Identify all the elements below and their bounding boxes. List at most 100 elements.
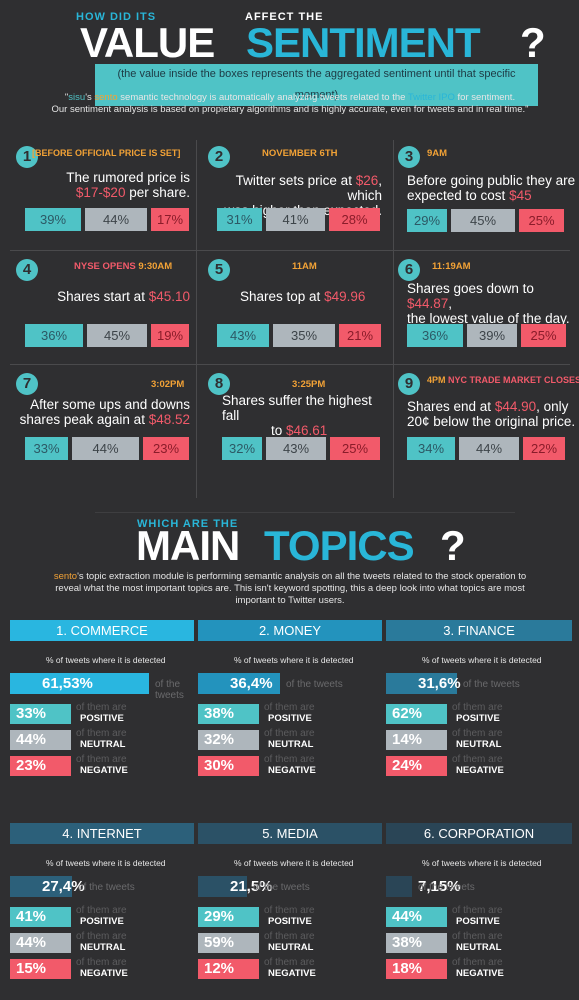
event-time-label: [BEFORE OFFICIAL PRICE IS SET]	[32, 148, 181, 158]
of-them-are-label: of them are	[264, 754, 315, 765]
event-time-label: 3:02PM	[151, 379, 185, 390]
event-description: Before going public they are expected to…	[407, 173, 576, 203]
event-number: 4	[16, 259, 38, 281]
negative-label: NEGATIVE	[456, 968, 504, 979]
neutral-label: NEUTRAL	[456, 942, 502, 953]
topics-question-mark: ?	[440, 522, 466, 569]
event-number: 2	[208, 146, 230, 168]
of-them-are-label: of them are	[452, 931, 503, 942]
event-card: 8 3:25PM Shares suffer the highest fall …	[200, 372, 388, 486]
percent-note: % of tweets where it is detected	[46, 655, 166, 665]
of-them-are-label: of them are	[76, 702, 127, 713]
of-them-are-label: of them are	[76, 957, 127, 968]
header-title-value: VALUE	[80, 19, 215, 66]
positive-share: 31%	[217, 208, 262, 231]
negative-label: NEGATIVE	[268, 765, 316, 776]
positive-share: 62%	[386, 704, 447, 724]
topic-block: 3. FINANCE % of tweets where it is detect…	[386, 620, 572, 790]
topic-block: 6. CORPORATION % of tweets where it is de…	[386, 823, 572, 993]
of-them-are-label: of them are	[264, 905, 315, 916]
negative-share: 23%	[143, 437, 189, 460]
event-number: 5	[208, 259, 230, 281]
header-question-mark: ?	[520, 19, 546, 66]
negative-share: 24%	[386, 756, 447, 776]
positive-share: 36%	[407, 324, 463, 347]
topic-share-bar	[10, 673, 149, 694]
of-the-tweets-label: of the tweets	[418, 882, 475, 893]
neutral-share: 43%	[266, 437, 326, 460]
grid-divider	[10, 364, 570, 365]
topic-title: 3. FINANCE	[386, 620, 572, 641]
topic-share-value: 7,15%	[418, 878, 461, 895]
topic-share-value: 61,53%	[42, 675, 93, 692]
event-time-label: 9AM	[427, 148, 448, 159]
topic-block: 1. COMMERCE % of tweets where it is detec…	[10, 620, 194, 790]
positive-share: 38%	[198, 704, 259, 724]
neutral-label: NEUTRAL	[268, 739, 314, 750]
of-them-are-label: of them are	[264, 931, 315, 942]
positive-share: 33%	[10, 704, 71, 724]
percent-note: % of tweets where it is detected	[422, 858, 542, 868]
percent-note: % of tweets where it is detected	[422, 655, 542, 665]
percent-note: % of tweets where it is detected	[46, 858, 166, 868]
of-the-tweets-label: of the tweets	[253, 882, 310, 893]
event-description: Shares suffer the highest fall to $46.61	[222, 393, 372, 438]
header-intro: "sisu's sento semantic technology is aut…	[51, 92, 529, 115]
percent-note: % of tweets where it is detected	[234, 655, 354, 665]
event-number: 7	[16, 373, 38, 395]
neutral-share: 39%	[467, 324, 517, 347]
negative-share: 18%	[386, 959, 447, 979]
event-description: Shares top at $49.96	[240, 289, 366, 304]
brand-sento: sento	[94, 92, 118, 103]
event-number: 9	[398, 373, 420, 395]
of-the-tweets-label: of the tweets	[78, 882, 135, 893]
negative-label: NEGATIVE	[80, 765, 128, 776]
event-card: 9 4PM NYC TRADE MARKET CLOSES Shares end…	[390, 372, 579, 486]
of-the-tweets-label: of the tweets	[286, 679, 343, 690]
of-them-are-label: of them are	[264, 702, 315, 713]
neutral-share: 45%	[87, 324, 147, 347]
topic-share-value: 21,5%	[230, 878, 273, 895]
of-the-tweets-label: of the tweets	[155, 679, 184, 701]
positive-label: POSITIVE	[268, 916, 312, 927]
event-time-label: NOVEMBER 6TH	[262, 148, 338, 159]
topic-block: 2. MONEY % of tweets where it is detected…	[198, 620, 382, 790]
of-them-are-label: of them are	[452, 754, 503, 765]
neutral-share: 44%	[85, 208, 147, 231]
topic-title: 2. MONEY	[198, 620, 382, 641]
event-description: Shares start at $45.10	[57, 289, 190, 304]
negative-share: 30%	[198, 756, 259, 776]
neutral-share: 35%	[273, 324, 335, 347]
grid-divider	[10, 250, 570, 251]
header-subtitle-bar: (the value inside the boxes represents t…	[95, 64, 538, 106]
topics-intro: sento's topic extraction module is perfo…	[53, 571, 527, 606]
topic-share-value: 27,4%	[42, 878, 85, 895]
topic-share-bar	[198, 673, 280, 694]
topic-title: 6. CORPORATION	[386, 823, 572, 844]
of-them-are-label: of them are	[76, 728, 127, 739]
negative-label: NEGATIVE	[80, 968, 128, 979]
negative-share: 19%	[151, 324, 189, 347]
topic-share-value: 31,6%	[418, 675, 461, 692]
grid-divider	[196, 140, 197, 498]
positive-share: 44%	[386, 907, 447, 927]
neutral-share: 32%	[198, 730, 259, 750]
neutral-share: 45%	[451, 209, 515, 232]
of-them-are-label: of them are	[76, 905, 127, 916]
brand-sisu: sisu	[68, 92, 86, 103]
topic-title: 1. COMMERCE	[10, 620, 194, 641]
negative-share: 25%	[521, 324, 566, 347]
topics-title-main: MAIN	[136, 522, 240, 569]
percent-note: % of tweets where it is detected	[234, 858, 354, 868]
negative-share: 25%	[330, 437, 380, 460]
neutral-share: 14%	[386, 730, 447, 750]
of-the-tweets-label: of the tweets	[463, 679, 520, 690]
positive-label: POSITIVE	[80, 916, 124, 927]
of-them-are-label: of them are	[452, 905, 503, 916]
topic-title: 5. MEDIA	[198, 823, 382, 844]
of-them-are-label: of them are	[452, 728, 503, 739]
event-card: 4 NYSE OPENS 9:30AM Shares start at $45.…	[8, 258, 196, 372]
topic-share-bar	[386, 673, 457, 694]
event-description: Shares end at $44.90, only 20¢ below the…	[407, 399, 576, 429]
of-them-are-label: of them are	[76, 931, 127, 942]
